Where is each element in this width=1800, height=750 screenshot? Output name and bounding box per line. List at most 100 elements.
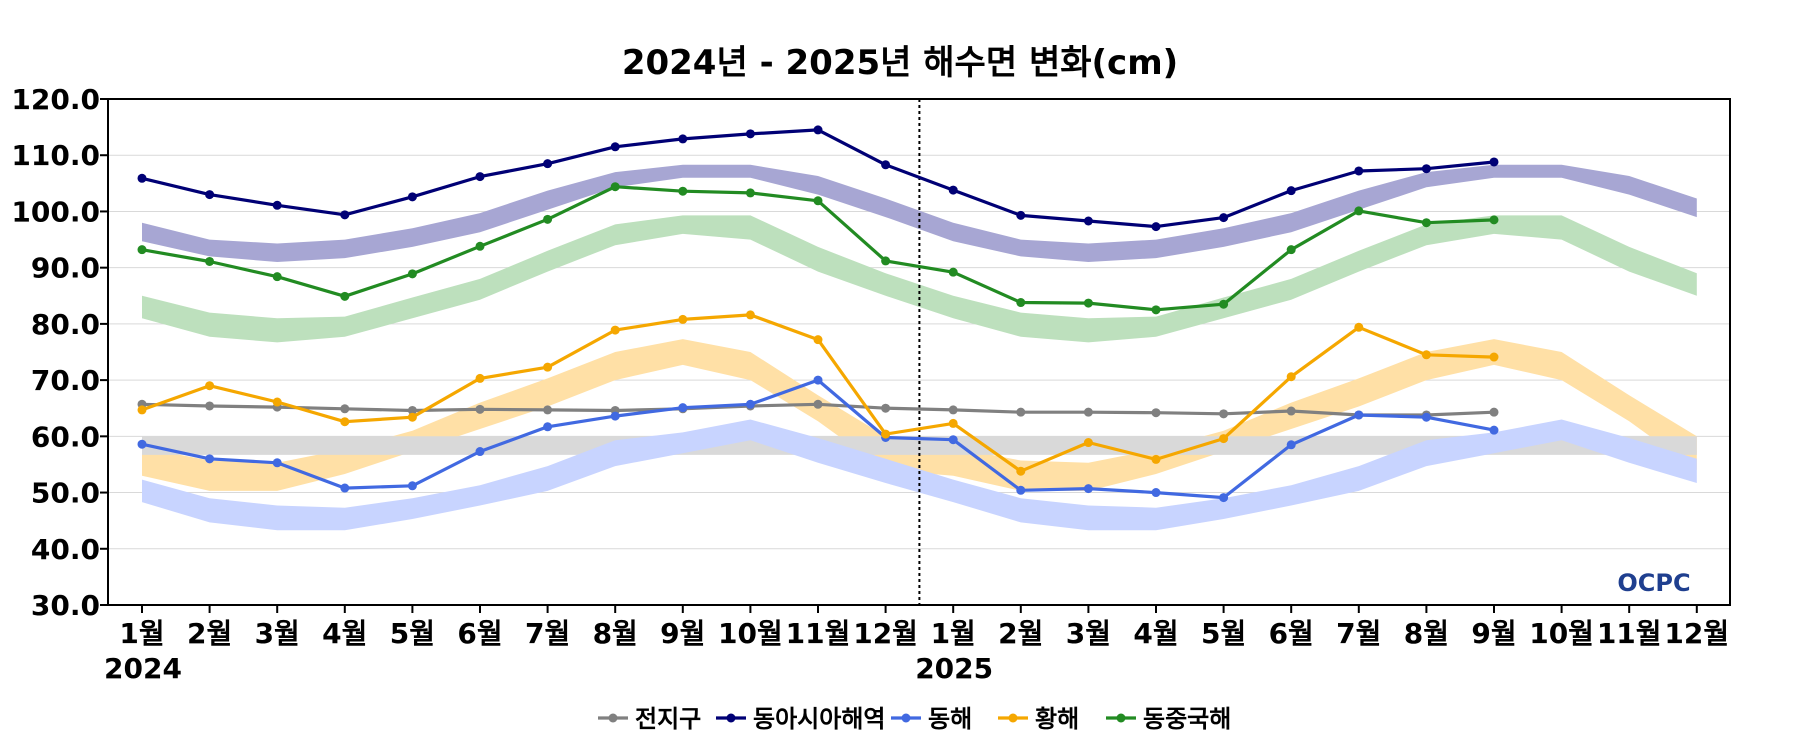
legend-item-4: 동중국해 <box>1106 705 1231 733</box>
series-2-point-0 <box>137 439 147 449</box>
x-tick-label-22: 11월 <box>1597 617 1662 650</box>
climatology-band-4 <box>142 419 1697 531</box>
series-4-point-15 <box>1151 305 1161 315</box>
x-tick-label-18: 7월 <box>1336 617 1381 650</box>
series-4-point-14 <box>1083 298 1093 308</box>
x-tick-label-23: 12월 <box>1664 617 1729 650</box>
series-4-point-18 <box>1354 206 1364 216</box>
series-3-point-12 <box>948 418 958 428</box>
x-axis-ticks: 1월 2월 3월 4월 5월 6월 7월 8월 9월 10월 11월 12월 1월 2월 3월 4월 5월 6월 7… <box>104 605 1729 685</box>
series-4-point-10 <box>813 196 823 206</box>
series-4-point-4 <box>407 269 417 279</box>
x-tick-label-6: 7월 <box>525 617 570 650</box>
series-1-point-1 <box>205 190 215 200</box>
series-3-point-13 <box>1016 466 1026 476</box>
series-1-point-7 <box>610 142 620 152</box>
series-2-point-19 <box>1421 412 1431 422</box>
x-tick-label-5: 6월 <box>457 617 502 650</box>
series-2-point-20 <box>1489 425 1499 435</box>
series-4-point-8 <box>678 186 688 196</box>
series-2-point-10 <box>813 375 823 385</box>
series-0-point-5 <box>475 404 485 414</box>
series-3-point-18 <box>1354 322 1364 332</box>
series-3-point-9 <box>745 310 755 320</box>
series-3-point-1 <box>205 381 215 391</box>
series-0-point-11 <box>881 403 891 413</box>
series-1-point-12 <box>948 185 958 195</box>
series-4-point-12 <box>948 267 958 277</box>
legend-swatch-dot-0 <box>608 713 618 723</box>
series-0-point-4 <box>407 405 417 415</box>
y-tick-label-5: 80.0 <box>31 308 100 341</box>
series-0-point-1 <box>205 401 215 411</box>
series-3-point-4 <box>407 412 417 422</box>
legend-label-2: 동해 <box>928 705 972 733</box>
legend: 전지구 동아시아해역 동해 황해 동중국해 <box>598 705 1231 733</box>
series-1-point-6 <box>543 159 553 169</box>
series-3-point-3 <box>340 417 350 427</box>
series-4-point-16 <box>1219 299 1229 309</box>
series-4-point-19 <box>1421 218 1431 228</box>
y-tick-label-2: 50.0 <box>31 477 100 510</box>
series-3-point-15 <box>1151 454 1161 464</box>
legend-label-3: 황해 <box>1035 705 1079 733</box>
series-1-point-16 <box>1219 213 1229 223</box>
series-4-point-7 <box>610 182 620 192</box>
series-3-point-6 <box>543 362 553 372</box>
x-tick-label-4: 5월 <box>390 617 435 650</box>
x-tick-label-13: 2월 <box>998 617 1043 650</box>
series-4-point-2 <box>272 272 282 282</box>
x-tick-label-9: 10월 <box>718 617 783 650</box>
series-3-point-16 <box>1219 434 1229 444</box>
y-tick-label-6: 90.0 <box>31 252 100 285</box>
y-tick-label-0: 30.0 <box>31 589 100 622</box>
y-tick-label-9: 120.0 <box>11 83 100 116</box>
series-0-point-15 <box>1151 408 1161 418</box>
legend-swatch-dot-4 <box>1116 713 1126 723</box>
series-3-point-5 <box>475 373 485 383</box>
series-2-point-9 <box>745 399 755 409</box>
series-4-point-1 <box>205 256 215 266</box>
series-1-point-8 <box>678 134 688 144</box>
series-2-point-8 <box>678 403 688 413</box>
y-tick-label-8: 110.0 <box>11 139 100 172</box>
series-0-point-13 <box>1016 407 1026 417</box>
series-2-point-2 <box>272 458 282 468</box>
series-3-point-11 <box>881 429 891 439</box>
series-4-point-20 <box>1489 215 1499 225</box>
x-tick-label-20: 9월 <box>1471 617 1516 650</box>
series-2-point-17 <box>1286 440 1296 450</box>
x-tick-label-21: 10월 <box>1529 617 1594 650</box>
plot-frame <box>107 98 1731 606</box>
series-2-point-13 <box>1016 485 1026 495</box>
legend-label-1: 동아시아해역 <box>753 705 885 733</box>
series-3-point-10 <box>813 335 823 345</box>
series-2-point-15 <box>1151 488 1161 498</box>
series-1 <box>137 125 1499 232</box>
series-1-point-19 <box>1421 164 1431 174</box>
x-tick-label-10: 11월 <box>786 617 851 650</box>
legend-swatch-dot-3 <box>1008 713 1018 723</box>
x-tick-label-17: 6월 <box>1269 617 1314 650</box>
data-series <box>137 125 1499 503</box>
series-0-point-6 <box>543 405 553 415</box>
x-tick-label-2: 3월 <box>255 617 300 650</box>
x-tick-label-11: 12월 <box>853 617 918 650</box>
series-0-point-20 <box>1489 407 1499 417</box>
series-3-point-7 <box>610 325 620 335</box>
series-1-point-14 <box>1083 216 1093 226</box>
legend-item-2: 동해 <box>891 705 972 733</box>
series-2-point-1 <box>205 454 215 464</box>
series-3-point-2 <box>272 397 282 407</box>
series-4-point-17 <box>1286 245 1296 255</box>
series-2-point-6 <box>543 422 553 432</box>
series-1-point-11 <box>881 160 891 170</box>
legend-swatch-dot-1 <box>726 713 736 723</box>
series-4-point-3 <box>340 291 350 301</box>
y-tick-label-3: 60.0 <box>31 420 100 453</box>
series-1-point-5 <box>475 172 485 182</box>
series-4-point-13 <box>1016 298 1026 308</box>
series-3 <box>137 310 1499 476</box>
series-2-point-18 <box>1354 410 1364 420</box>
